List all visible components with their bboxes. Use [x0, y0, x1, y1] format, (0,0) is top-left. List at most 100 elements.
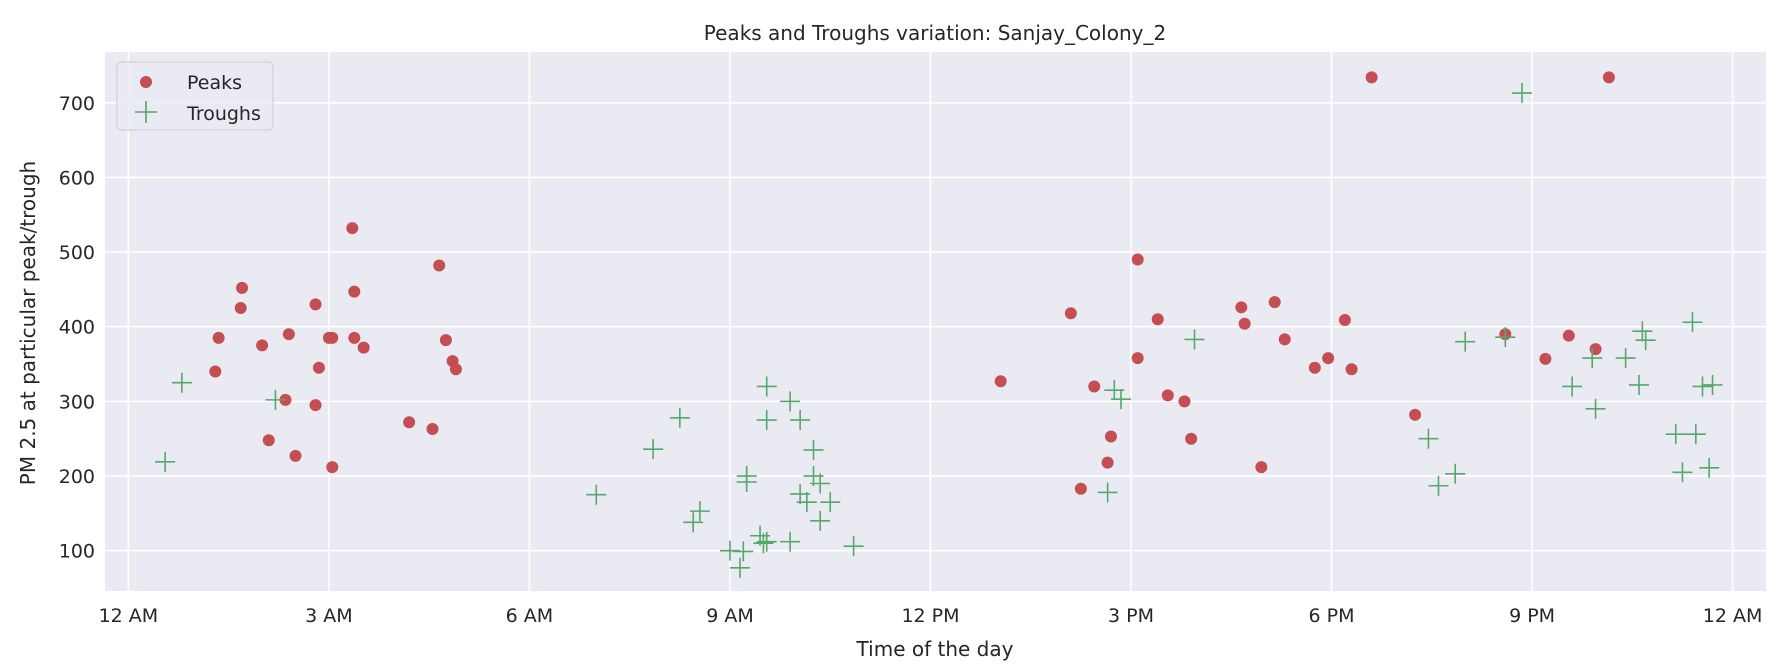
trough-point — [1635, 330, 1656, 351]
x-tick-label: 6 PM — [1309, 605, 1355, 627]
trough-point — [803, 439, 824, 460]
peak-point — [1539, 352, 1552, 365]
peak-point — [262, 434, 275, 447]
peak-point — [433, 259, 446, 272]
peak-point — [449, 363, 462, 376]
peak-point — [1178, 395, 1191, 408]
trough-point — [780, 391, 801, 412]
trough-point — [1184, 329, 1205, 350]
troughs-series — [155, 83, 1723, 578]
peak-point — [256, 339, 269, 352]
peak-point — [1088, 380, 1101, 393]
legend: Peaks Troughs — [116, 61, 274, 131]
trough-point — [1615, 348, 1636, 369]
y-tick-labels: 100 200 300 400 500 600 700 — [59, 93, 95, 563]
x-tick-label: 9 AM — [706, 605, 754, 627]
trough-point — [155, 451, 176, 472]
trough-point — [796, 492, 817, 513]
peak-point — [357, 341, 370, 354]
peak-point — [1308, 361, 1321, 374]
trough-point — [1699, 457, 1720, 478]
y-tick-label: 100 — [59, 541, 95, 563]
peak-point — [346, 222, 359, 235]
trough-point — [265, 389, 286, 410]
peak-point — [1589, 343, 1602, 356]
trough-point — [756, 410, 777, 431]
x-tick-label: 12 AM — [99, 605, 159, 627]
peak-point — [348, 285, 361, 298]
peaks-series — [209, 71, 1615, 495]
peak-point — [236, 281, 249, 294]
trough-point — [810, 473, 831, 494]
peak-point — [1235, 301, 1248, 314]
chart-title: Peaks and Troughs variation: Sanjay_Colo… — [704, 21, 1166, 45]
legend-troughs-label: Troughs — [186, 103, 261, 125]
x-tick-label: 3 AM — [305, 605, 353, 627]
trough-point — [729, 557, 750, 578]
trough-point — [1685, 424, 1706, 445]
data-points — [155, 71, 1723, 578]
peak-point — [439, 334, 452, 347]
peak-point — [1238, 317, 1251, 330]
trough-point — [753, 533, 774, 554]
legend-box — [116, 61, 274, 131]
peak-point — [326, 331, 339, 344]
trough-point — [1418, 428, 1439, 449]
peak-point — [312, 361, 325, 374]
peak-point — [1338, 314, 1351, 327]
trough-point — [689, 501, 710, 522]
trough-point — [586, 484, 607, 505]
peak-point — [1345, 363, 1358, 376]
legend-peaks-marker — [140, 76, 152, 88]
y-tick-label: 500 — [59, 242, 95, 264]
peak-point — [1131, 352, 1144, 365]
peak-point — [1268, 296, 1281, 309]
peak-point — [1409, 408, 1422, 421]
y-tick-label: 300 — [59, 391, 95, 413]
peak-point — [289, 449, 302, 462]
peak-point — [1365, 71, 1378, 84]
x-tick-label: 12 AM — [1703, 605, 1763, 627]
peak-point — [309, 399, 322, 412]
trough-point — [1672, 462, 1693, 483]
y-tick-label: 200 — [59, 466, 95, 488]
peak-point — [1185, 432, 1198, 445]
trough-point — [1097, 482, 1118, 503]
y-tick-label: 600 — [59, 167, 95, 189]
peak-point — [1151, 313, 1164, 326]
y-axis-label: PM 2.5 at particular peak/trough — [16, 161, 40, 485]
peak-point — [994, 375, 1007, 388]
peak-point — [403, 416, 416, 429]
trough-point — [1702, 374, 1723, 395]
trough-point — [780, 531, 801, 552]
trough-point — [1665, 424, 1686, 445]
trough-point — [1455, 331, 1476, 352]
trough-point — [733, 541, 754, 562]
legend-peaks-label: Peaks — [187, 72, 242, 94]
trough-point — [669, 407, 690, 428]
peak-point — [1104, 430, 1117, 443]
peak-point — [1602, 71, 1615, 84]
trough-point — [736, 466, 757, 487]
trough-point — [1692, 376, 1713, 397]
peak-point — [1131, 253, 1144, 266]
legend-troughs-marker — [135, 101, 157, 123]
peak-point — [212, 331, 225, 344]
x-tick-label: 6 AM — [506, 605, 554, 627]
peak-point — [1322, 352, 1335, 365]
peak-point — [1255, 461, 1268, 474]
trough-point — [756, 531, 777, 552]
trough-point — [643, 439, 664, 460]
peak-point — [426, 423, 439, 436]
trough-point — [1582, 348, 1603, 369]
trough-point — [1632, 321, 1653, 342]
plot-area — [105, 52, 1766, 591]
trough-point — [756, 376, 777, 397]
peak-point — [309, 298, 322, 311]
trough-point — [171, 372, 192, 393]
peak-point — [282, 328, 295, 341]
peak-point — [1101, 456, 1114, 469]
trough-point — [810, 510, 831, 531]
trough-point — [1512, 83, 1533, 104]
